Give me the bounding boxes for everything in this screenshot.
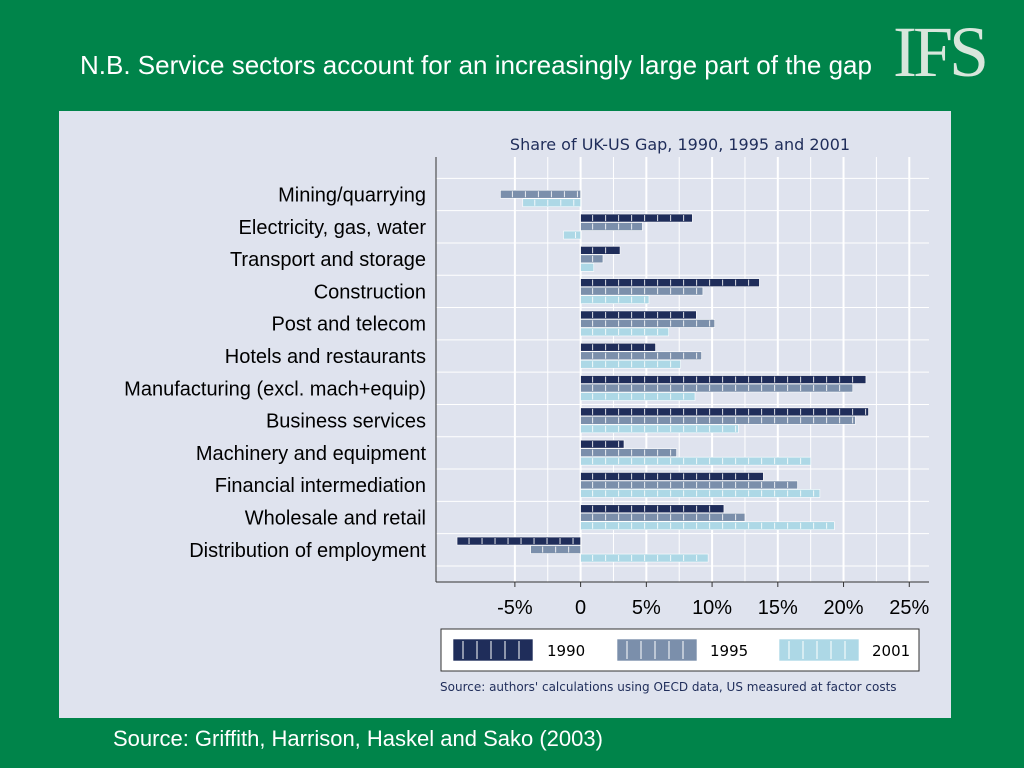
- bar-1990: [580, 246, 621, 255]
- bar-1995: [580, 286, 704, 296]
- legend-label-1990: 1990: [547, 642, 585, 660]
- category-label: Transport and storage: [230, 249, 426, 271]
- legend: 1990 1995 2001: [440, 628, 920, 672]
- bar-1995: [580, 383, 854, 393]
- bar-1995: [580, 512, 746, 522]
- category-label: Financial intermediation: [215, 475, 426, 497]
- category-labels: Mining/quarrying Electricity, gas, water T…: [124, 185, 426, 562]
- chart-title: Share of UK-US Gap, 1990, 1995 and 2001: [510, 135, 850, 154]
- bar-1990: [580, 439, 625, 449]
- ifs-logo: IFS: [893, 12, 989, 92]
- bar-1990: [456, 536, 581, 546]
- bar-2001: [580, 263, 595, 272]
- chart-note: Source: authors' calculations using OECD…: [440, 680, 897, 694]
- bar-1995: [580, 319, 716, 328]
- bar-1995: [580, 416, 856, 425]
- bar-1995: [500, 189, 581, 199]
- bar-2001: [580, 327, 669, 337]
- bar-2001: [580, 295, 650, 304]
- x-tick-label: 0: [575, 597, 586, 619]
- category-label: Electricity, gas, water: [239, 217, 427, 239]
- x-tick-labels: -5% 0 5% 10% 15% 20% 25%: [497, 582, 930, 619]
- chart-panel: Share of UK-US Gap, 1990, 1995 and 2001 …: [59, 111, 951, 718]
- x-tick-label: 15%: [758, 597, 798, 619]
- legend-label-2001: 2001: [872, 642, 910, 660]
- footer-source: Source: Griffith, Harrison, Haskel and S…: [113, 726, 603, 751]
- category-label: Manufacturing (excl. mach+equip): [124, 378, 426, 400]
- bar-1995: [580, 351, 702, 361]
- x-tick-label: -5%: [497, 597, 533, 619]
- legend-label-1995: 1995: [710, 642, 748, 660]
- bar-2001: [580, 424, 739, 434]
- bar-1990: [580, 472, 764, 481]
- bar-1990: [580, 407, 869, 417]
- bar-1990: [580, 504, 725, 514]
- slide-title: N.B. Service sectors account for an incr…: [80, 50, 872, 80]
- bar-1995: [580, 480, 798, 490]
- bar-1990: [580, 342, 656, 352]
- category-label: Wholesale and retail: [245, 508, 426, 530]
- bar-1990: [580, 213, 693, 223]
- legend-swatch-1995: [616, 638, 698, 662]
- bar-2001: [563, 230, 581, 240]
- bar-1990: [580, 310, 697, 320]
- bar-2001: [580, 359, 681, 369]
- category-label: Distribution of employment: [189, 540, 426, 562]
- x-tick-label: 5%: [632, 597, 661, 619]
- bar-1995: [580, 222, 643, 231]
- axes: [435, 157, 929, 583]
- category-label: Post and telecom: [271, 314, 426, 336]
- gridlines: [436, 157, 929, 582]
- bar-1995: [580, 254, 604, 264]
- bar-2001: [580, 456, 811, 466]
- bar-1990: [580, 375, 867, 384]
- bar-2001: [580, 392, 696, 401]
- bar-2001: [580, 521, 835, 531]
- legend-swatch-1990: [452, 638, 534, 662]
- x-tick-label: 10%: [692, 597, 732, 619]
- bar-1990: [580, 278, 760, 287]
- bar-2001: [522, 198, 581, 208]
- category-label: Mining/quarrying: [278, 185, 426, 207]
- legend-swatch-2001: [778, 638, 860, 662]
- category-label: Construction: [314, 281, 426, 303]
- bars: [456, 189, 869, 563]
- category-label: Machinery and equipment: [196, 443, 427, 465]
- category-label: Hotels and restaurants: [225, 346, 426, 368]
- x-tick-label: 25%: [889, 597, 929, 619]
- category-label: Business services: [266, 411, 426, 433]
- bar-chart: Share of UK-US Gap, 1990, 1995 and 2001 …: [124, 135, 930, 694]
- bar-1995: [580, 448, 677, 457]
- x-tick-label: 20%: [824, 597, 864, 619]
- bar-2001: [580, 489, 821, 498]
